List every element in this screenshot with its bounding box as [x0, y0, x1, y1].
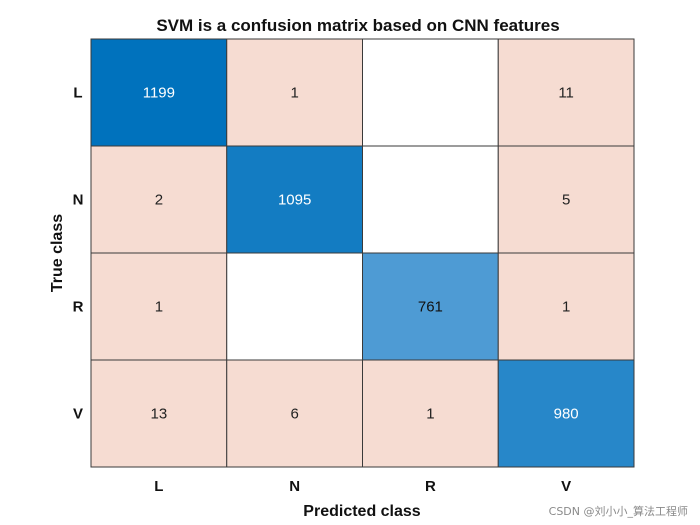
cell-L-N: [226, 38, 363, 147]
cell-value-L-L: 1199: [143, 85, 175, 102]
cell-value-N-V: 5: [562, 192, 570, 209]
cell-value-R-V: 1: [562, 299, 570, 316]
cell-N-L: [90, 145, 228, 254]
watermark: CSDN @刘小小_算法工程师: [548, 505, 688, 518]
col-tick-N: N: [289, 478, 300, 495]
y-axis-label: True class: [49, 214, 66, 292]
row-tick-labels: L N R V: [73, 85, 84, 423]
cell-value-R-R: 761: [418, 299, 443, 316]
cell-R-N: [226, 252, 363, 361]
col-tick-R: R: [425, 478, 436, 495]
cell-L-V: [497, 38, 635, 147]
cell-V-R: [362, 359, 499, 468]
cell-L-L: [90, 38, 228, 147]
row-tick-V: V: [73, 406, 83, 423]
matrix-cells: 1199 1 112 1095 51 761 113 6 1 980: [90, 38, 635, 468]
cell-L-R: [362, 38, 499, 147]
x-axis-label: Predicted class: [303, 503, 421, 520]
row-tick-L: L: [73, 85, 82, 102]
cell-V-L: [90, 359, 228, 468]
cell-N-R: [362, 145, 499, 254]
cell-value-N-L: 2: [155, 192, 163, 209]
col-tick-V: V: [561, 478, 571, 495]
row-tick-R: R: [73, 299, 84, 316]
cell-value-V-R: 1: [426, 406, 434, 423]
cell-value-V-L: 13: [151, 406, 168, 423]
cell-value-L-N: 1: [290, 85, 298, 102]
col-tick-L: L: [154, 478, 163, 495]
cell-N-V: [497, 145, 635, 254]
cell-R-R: [362, 252, 499, 361]
cell-value-N-N: 1095: [278, 192, 311, 209]
cell-value-V-N: 6: [290, 406, 298, 423]
cell-value-V-V: 980: [554, 406, 579, 423]
chart-title: SVM is a confusion matrix based on CNN f…: [156, 16, 559, 35]
row-tick-N: N: [73, 192, 84, 209]
cell-value-L-V: 11: [558, 85, 574, 102]
cell-value-R-L: 1: [155, 299, 163, 316]
cell-V-V: [497, 359, 635, 468]
cell-N-N: [226, 145, 363, 254]
